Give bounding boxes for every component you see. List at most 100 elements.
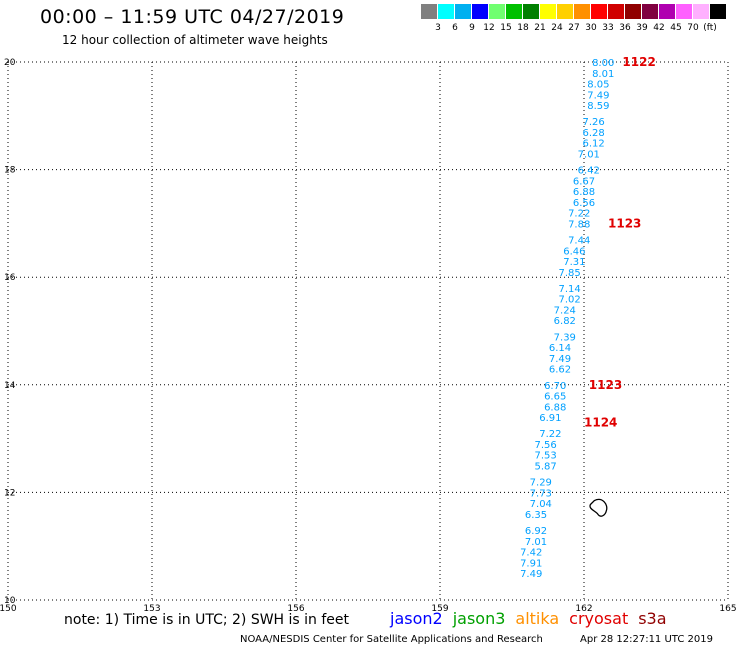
scale-swatch (489, 4, 506, 19)
scale-unit: (ft) (703, 23, 717, 33)
scale-label: 42 (653, 23, 665, 33)
grid-lines (7, 61, 729, 601)
scale-label: 45 (670, 23, 682, 33)
swh-point: 6.88 (573, 187, 595, 198)
swh-point: 7.31 (563, 257, 585, 268)
swh-point: 7.22 (568, 209, 590, 220)
swh-point: 8.59 (587, 101, 609, 112)
pass-labels: 1122 1123 1123 1124 (584, 55, 656, 429)
y-tick-label: 10 (4, 596, 16, 606)
swh-point: 6.46 (563, 246, 585, 257)
scale-swatch (676, 4, 693, 19)
scale-label: 6 (452, 23, 458, 33)
swh-point: 7.01 (578, 149, 600, 160)
swh-point: 7.88 (568, 219, 590, 230)
satellite-jason2: jason2 (390, 609, 443, 628)
scale-label: 3 (435, 23, 441, 33)
footer-note: note: 1) Time is in UTC; 2) SWH is in fe… (64, 612, 350, 628)
swh-point: 7.53 (534, 451, 556, 462)
scale-swatch (472, 4, 489, 19)
swh-point: 6.42 (578, 166, 600, 177)
chart-title: 00:00 – 11:59 UTC 04/27/2019 (40, 6, 345, 28)
scale-label: 36 (619, 23, 631, 33)
swh-point: 7.01 (525, 537, 547, 548)
scale-swatch (693, 4, 710, 19)
scale-swatch (608, 4, 625, 19)
x-tick-label: 153 (143, 604, 160, 614)
y-tick-label: 14 (4, 381, 16, 391)
satellite-cryosat: cryosat (569, 609, 629, 628)
swh-point: 7.39 (554, 332, 576, 343)
swh-point: 7.73 (530, 488, 552, 499)
satellite-s3a: s3a (638, 609, 667, 628)
swh-point: 7.29 (530, 478, 552, 489)
x-tick-label: 165 (719, 604, 736, 614)
swh-point: 6.28 (582, 128, 604, 139)
pass-number: 1122 (622, 55, 655, 69)
swh-point: 6.14 (549, 343, 571, 354)
scale-swatch (591, 4, 608, 19)
swh-point: 7.04 (530, 499, 552, 510)
scale-label: 21 (534, 23, 546, 33)
swh-point: 7.02 (558, 295, 580, 306)
scale-swatch (625, 4, 642, 19)
scale-label: 12 (483, 23, 495, 33)
scale-swatch (506, 4, 523, 19)
swh-point: 6.88 (544, 402, 566, 413)
swh-point: 6.67 (573, 176, 595, 187)
islands (589, 498, 608, 517)
x-tick-label: 159 (431, 604, 448, 614)
axis-labels: 150 153 156 159 162 165 10 12 14 16 18 20 (0, 58, 737, 614)
island-outline (589, 498, 608, 517)
scale-label: 30 (585, 23, 597, 33)
scale-swatch (455, 4, 472, 19)
x-tick-label: 150 (0, 604, 17, 614)
swh-point: 7.26 (582, 117, 604, 128)
satellite-legend: jason2 jason3 altika cryosat s3a (390, 609, 677, 628)
y-tick-label: 20 (4, 58, 16, 68)
scale-label: 24 (551, 23, 563, 33)
y-tick-label: 12 (4, 488, 15, 498)
swh-point: 7.49 (587, 90, 609, 101)
scale-swatch (421, 4, 438, 19)
swh-point: 6.70 (544, 381, 566, 392)
pass-number: 1123 (608, 216, 641, 230)
scale-swatch (574, 4, 591, 19)
swh-point: 7.14 (558, 284, 580, 295)
swh-point: 7.24 (554, 305, 576, 316)
swh-point: 7.49 (520, 569, 542, 580)
pass-number: 1123 (589, 378, 622, 392)
chart-subtitle: 12 hour collection of altimeter wave hei… (62, 33, 328, 47)
generated-timestamp: Apr 28 12:27:11 UTC 2019 (580, 634, 713, 645)
y-tick-label: 18 (4, 166, 16, 176)
x-tick-label: 162 (575, 604, 592, 614)
scale-label: 33 (602, 23, 614, 33)
altimeter-track: 8.008.018.057.498.597.266.286.127.016.42… (520, 58, 614, 580)
scale-label: 39 (636, 23, 648, 33)
swh-point: 7.42 (520, 548, 542, 559)
scale-swatch (438, 4, 455, 19)
scale-label: 70 (687, 23, 699, 33)
pass-number: 1124 (584, 415, 617, 429)
satellite-altika: altika (515, 609, 560, 628)
swh-point: 6.56 (573, 198, 595, 209)
scale-label: 27 (568, 23, 580, 33)
scale-swatch (557, 4, 574, 19)
swh-point: 6.91 (539, 413, 561, 424)
swh-point: 6.62 (549, 365, 571, 376)
satellite-jason3: jason3 (452, 609, 506, 628)
x-tick-label: 156 (287, 604, 304, 614)
swh-point: 6.65 (544, 392, 566, 403)
swh-point: 6.35 (525, 510, 547, 521)
swh-point: 8.05 (587, 80, 609, 91)
scale-swatch (523, 4, 540, 19)
swh-point: 8.00 (592, 58, 614, 69)
scale-swatch (659, 4, 676, 19)
scale-swatch (540, 4, 557, 19)
swh-point: 8.01 (592, 69, 614, 80)
swh-point: 7.22 (539, 429, 561, 440)
swh-point: 6.12 (582, 139, 604, 150)
swh-point: 7.85 (558, 268, 580, 279)
swh-point: 7.56 (534, 440, 556, 451)
